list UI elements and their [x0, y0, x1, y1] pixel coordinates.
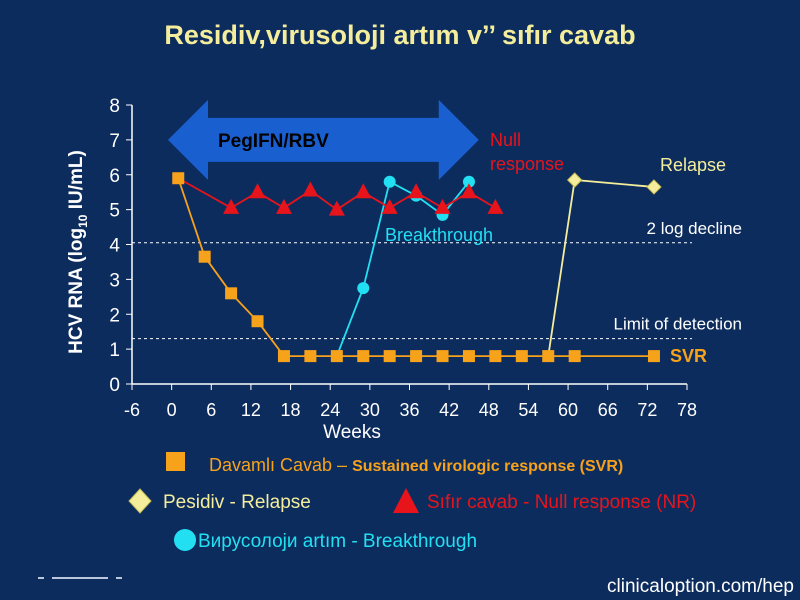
x-tick-label: 78: [677, 400, 697, 420]
y-tick-label: 8: [109, 96, 120, 117]
null-response-point: [328, 200, 345, 216]
series-layer: [172, 172, 662, 363]
svr-point: [568, 350, 581, 363]
y-ticks: 0 1 2 3 4 5 6 7 8: [109, 96, 132, 396]
svr-point: [172, 172, 185, 185]
x-tick-label: 24: [320, 400, 340, 420]
y-tick-label: 3: [109, 270, 120, 291]
legend-breakthrough-text: Вирусолоjи artım - Breakthrough: [198, 531, 477, 552]
legend-svr-marker: [166, 452, 185, 471]
breakthrough-line: [335, 180, 470, 357]
svr-point: [436, 350, 449, 363]
null-response-label-line2: response: [490, 154, 564, 174]
svr-point: [410, 350, 423, 363]
legend-null-response-marker: [393, 488, 419, 513]
svr-line: [177, 177, 654, 358]
y-tick-label: 7: [109, 131, 120, 152]
svr-point: [198, 250, 211, 263]
y-tick-label: 4: [109, 236, 120, 257]
y-tick-label: 0: [109, 375, 120, 396]
two-log-decline-label: 2 log decline: [647, 219, 742, 238]
legend-null-response-text: Sıfır cavab - Null response (NR): [427, 492, 696, 513]
y-axis-title-prefix: HCV RNA (log: [66, 228, 87, 354]
legend-breakthrough-marker: [174, 529, 196, 551]
svr-point: [647, 350, 660, 363]
null-response-point: [355, 183, 372, 199]
null-response-point: [249, 183, 266, 199]
svr-point: [542, 350, 555, 363]
legend-relapse-marker: [128, 488, 152, 514]
x-tick-label: 0: [167, 400, 177, 420]
y-tick-label: 2: [109, 305, 120, 326]
svr-label: SVR: [670, 346, 707, 366]
breakthrough-point: [462, 175, 475, 188]
x-tick-label: -6: [124, 400, 140, 420]
legend-svr-text: Davamlı Cavab – Sustained virologic resp…: [209, 455, 623, 475]
x-axis-title: Weeks: [323, 422, 381, 443]
null-response-point: [223, 198, 240, 214]
null-response-point: [487, 198, 504, 214]
breakthrough-point: [357, 282, 370, 295]
y-tick-label: 1: [109, 340, 120, 361]
y-tick-label: 5: [109, 201, 120, 222]
relapse-point: [566, 172, 583, 188]
relapse-point: [646, 179, 662, 195]
x-tick-label: 48: [479, 400, 499, 420]
legend-svr-text-bold: Sustained virologic response (SVR): [352, 458, 623, 475]
null-response-point: [275, 198, 292, 214]
x-tick-label: 60: [558, 400, 578, 420]
x-tick-label: 36: [399, 400, 419, 420]
series-null_response: [177, 177, 504, 216]
null-response-point: [408, 183, 425, 199]
legend-svr-text-main: Davamlı Cavab –: [209, 455, 352, 475]
svr-point: [489, 350, 502, 363]
svr-point: [277, 350, 290, 363]
footer-url: clinicaloption.com/hep: [607, 576, 794, 597]
y-axis-title-subscript: 10: [76, 214, 90, 228]
series-svr: [172, 172, 660, 363]
x-tick-label: 12: [241, 400, 261, 420]
logo: [38, 576, 122, 580]
series-relapse: [547, 172, 662, 357]
null-response-label-line1: Null: [490, 130, 521, 150]
treatment-arrow: PegIFN/RBV: [168, 99, 479, 180]
svr-point: [515, 350, 528, 363]
treatment-arrow-label: PegIFN/RBV: [218, 131, 329, 152]
svr-point: [225, 287, 238, 300]
relapse-label: Relapse: [660, 155, 726, 175]
x-ticks: -6 0 6 12 18 24 30 36 42 48 54 60 66 72 78: [124, 384, 697, 420]
null-response-point: [381, 198, 398, 214]
treatment-arrow-shape: [168, 99, 479, 180]
null-response-point: [460, 183, 477, 199]
svr-point: [383, 350, 396, 363]
svr-point: [357, 350, 370, 363]
null-response-point: [434, 198, 451, 214]
slide-title: Residiv,virusoloji artım v’’ sıfır cavab: [164, 20, 636, 50]
limit-of-detection-label: Limit of detection: [613, 315, 742, 334]
y-tick-label: 6: [109, 166, 120, 187]
x-tick-label: 6: [206, 400, 216, 420]
breakthrough-point: [383, 175, 396, 188]
y-axis-title-suffix: IU/mL): [66, 150, 87, 214]
svr-point: [251, 315, 264, 328]
x-tick-label: 18: [281, 400, 301, 420]
series-breakthrough: [335, 175, 475, 357]
x-tick-label: 30: [360, 400, 380, 420]
svr-point: [330, 350, 343, 363]
x-tick-label: 66: [598, 400, 618, 420]
y-axis-title: HCV RNA (log10 IU/mL): [66, 150, 90, 354]
x-tick-label: 54: [518, 400, 538, 420]
null-response-point: [302, 181, 319, 197]
x-tick-label: 42: [439, 400, 459, 420]
x-tick-label: 72: [637, 400, 657, 420]
legend: Davamlı Cavab – Sustained virologic resp…: [128, 452, 696, 552]
svr-point: [462, 350, 475, 363]
breakthrough-label: Breakthrough: [385, 225, 493, 245]
svr-point: [304, 350, 317, 363]
legend-relapse-text: Pesidiv - Relapse: [163, 492, 311, 513]
